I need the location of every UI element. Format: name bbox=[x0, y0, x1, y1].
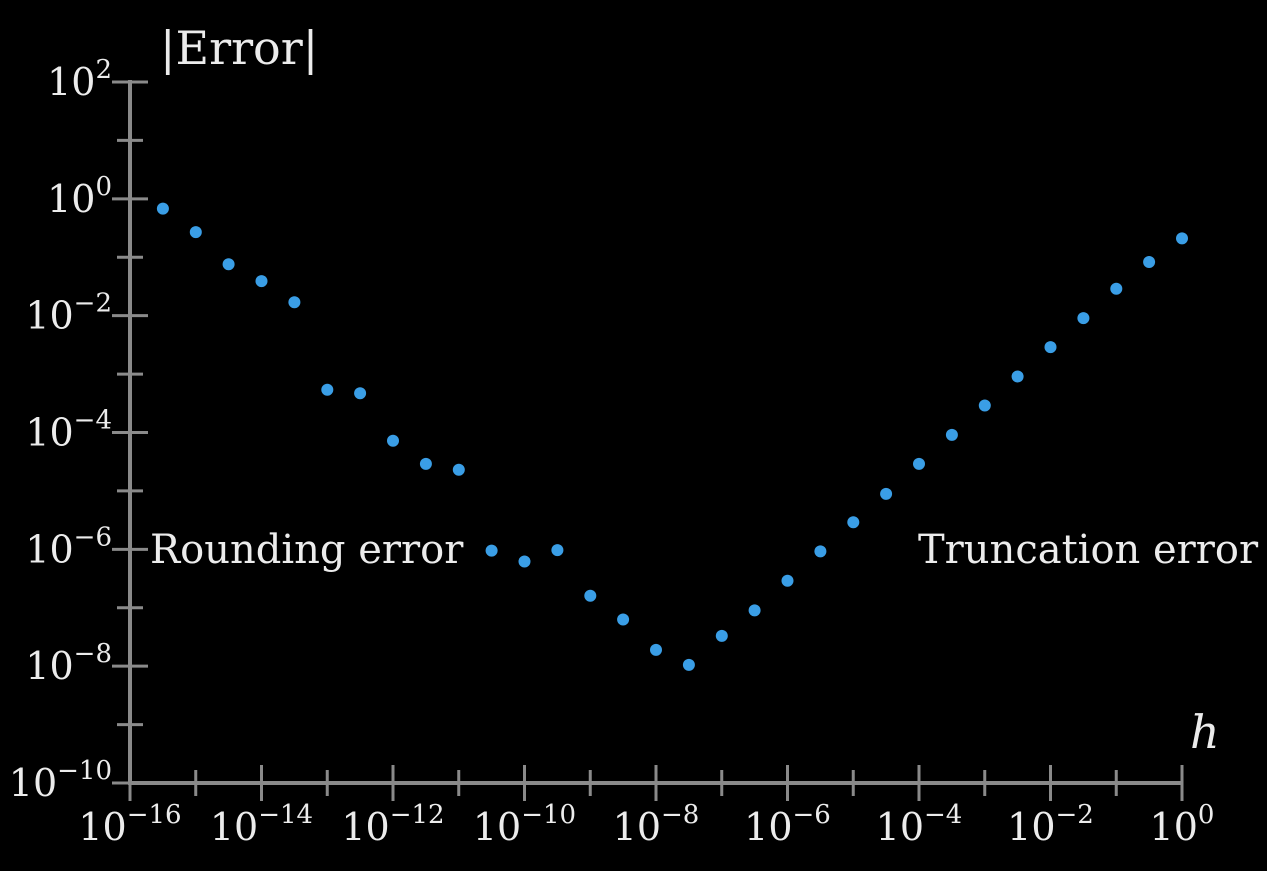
x-tick-label: 10−2 bbox=[1007, 800, 1094, 849]
data-point bbox=[650, 643, 662, 656]
data-point bbox=[1011, 370, 1024, 383]
data-point bbox=[682, 658, 695, 671]
y-tick-label: 100 bbox=[47, 172, 112, 221]
data-point bbox=[288, 296, 301, 309]
data-point bbox=[781, 574, 794, 587]
data-point bbox=[156, 202, 169, 215]
x-tick-label: 10−14 bbox=[210, 800, 313, 849]
x-tick-label: 10−12 bbox=[341, 800, 444, 849]
truncation-error-annotation: Truncation error bbox=[918, 527, 1259, 573]
data-point bbox=[354, 387, 367, 400]
y-tick-label: 10−2 bbox=[25, 289, 112, 338]
data-point bbox=[551, 544, 564, 557]
data-point bbox=[1176, 232, 1188, 245]
x-tick-label: 10−6 bbox=[744, 800, 831, 849]
data-point bbox=[945, 428, 958, 441]
data-point bbox=[518, 555, 531, 568]
data-point bbox=[978, 399, 991, 412]
data-point bbox=[1143, 256, 1156, 268]
rounding-error-annotation: Rounding error bbox=[150, 527, 464, 573]
y-tick-label: 10−4 bbox=[25, 406, 112, 455]
tick-labels: 10−16 10−14 10−12 10−10 10−8 10−6 10−4 10−2 100 1… bbox=[9, 55, 1215, 849]
data-point bbox=[748, 604, 761, 617]
data-point bbox=[419, 457, 432, 470]
y-tick-label: 102 bbox=[47, 55, 112, 104]
data-point bbox=[715, 629, 728, 642]
data-point bbox=[1044, 341, 1057, 354]
y-tick-label: 10−8 bbox=[25, 639, 112, 688]
x-tick-label: 100 bbox=[1150, 800, 1215, 849]
y-tick-label: 10−6 bbox=[25, 522, 112, 571]
data-point bbox=[387, 434, 399, 447]
data-point bbox=[189, 226, 202, 239]
x-axis-label: h bbox=[1190, 705, 1220, 759]
data-point bbox=[255, 275, 268, 288]
data-point bbox=[222, 258, 235, 271]
data-point bbox=[452, 463, 465, 476]
x-tick-label: 10−10 bbox=[473, 800, 576, 849]
x-tick-label: 10−4 bbox=[876, 800, 963, 849]
data-point bbox=[913, 457, 925, 470]
data-point bbox=[814, 545, 827, 558]
data-point bbox=[847, 516, 860, 529]
axes bbox=[128, 80, 1182, 785]
data-point bbox=[584, 589, 597, 602]
data-point bbox=[321, 383, 334, 396]
data-point bbox=[1110, 282, 1123, 295]
x-tick-label: 10−8 bbox=[613, 800, 700, 849]
data-points bbox=[156, 202, 1188, 671]
data-point bbox=[485, 544, 498, 557]
y-axis-label: |Error| bbox=[160, 21, 318, 75]
data-point bbox=[880, 487, 893, 500]
tick-marks bbox=[112, 80, 1184, 801]
data-point bbox=[617, 613, 630, 626]
x-tick-label: 10−16 bbox=[78, 800, 181, 849]
data-point bbox=[1077, 312, 1090, 325]
y-tick-label: 10−10 bbox=[9, 756, 112, 805]
